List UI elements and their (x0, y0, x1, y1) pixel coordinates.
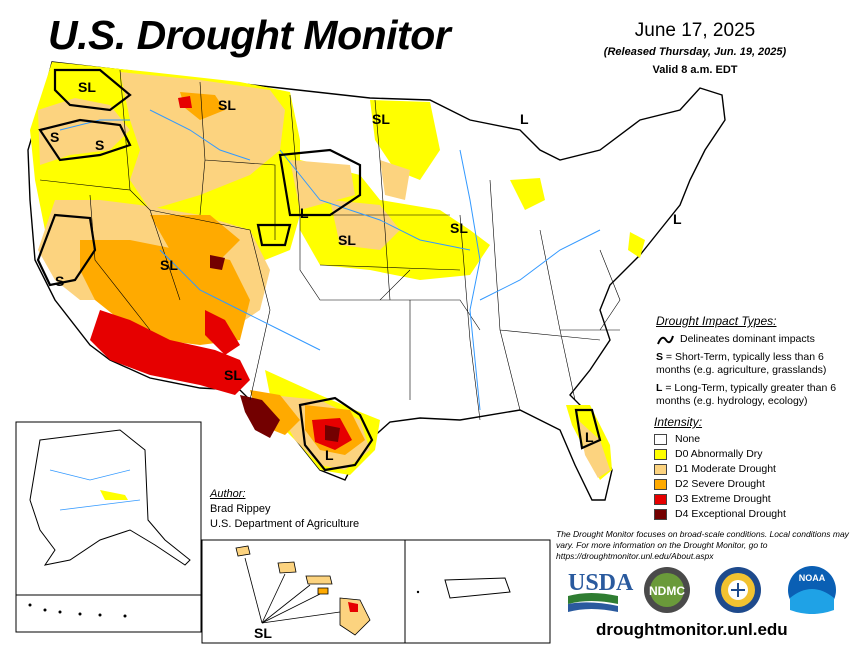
legend-label: D1 Moderate Drought (675, 463, 776, 475)
svg-text:NOAA: NOAA (799, 573, 826, 583)
label-l-fl: L (585, 429, 594, 445)
author-organization: U.S. Department of Agriculture (210, 518, 360, 530)
short-term-text: = Short-Term, typically less than 6 mont… (656, 351, 827, 376)
intensity-heading: Intensity: (654, 415, 703, 429)
impact-delineates-text: Delineates dominant impacts (680, 333, 815, 345)
legend-swatch-d2 (654, 478, 667, 490)
label-s-or1: S (50, 129, 59, 145)
rivers (59, 109, 601, 411)
legend-swatch-d0 (654, 448, 667, 460)
website-link[interactable]: droughtmonitor.unl.edu (596, 620, 788, 639)
d4-areas (210, 255, 340, 442)
legend-d1: D1 Moderate Drought (654, 462, 776, 476)
label-s-or2: S (95, 137, 104, 153)
svg-text:NDMC: NDMC (649, 584, 685, 598)
label-sl-nw: SL (78, 79, 96, 95)
long-term-key: L (656, 382, 663, 394)
release-date: (Released Thursday, Jun. 19, 2025) (603, 46, 787, 58)
label-sl-mn: SL (372, 111, 390, 127)
label-sl-nm: SL (224, 367, 242, 383)
label-sl-hi: SL (254, 625, 272, 641)
legend-swatch-none (654, 433, 667, 445)
author-name: Brad Rippey (210, 503, 271, 515)
label-sl-ne: SL (338, 232, 356, 248)
impact-line-icon (657, 335, 674, 345)
puerto-rico-inset-frame (404, 539, 551, 644)
impact-boundaries (36, 68, 602, 472)
legend-label: D0 Abnormally Dry (675, 448, 763, 460)
label-l-mi: L (520, 111, 529, 127)
valid-time: Valid 8 a.m. EDT (652, 64, 738, 76)
legend-swatch-d1 (654, 463, 667, 475)
svg-text:USDA: USDA (568, 570, 634, 596)
disclaimer-text: The Drought Monitor focuses on broad-sca… (556, 529, 849, 561)
impact-short-term: S = Short-Term, typically less than 6 mo… (656, 351, 851, 377)
legend-d3: D3 Extreme Drought (654, 492, 771, 506)
label-l-tx: L (325, 447, 334, 463)
legend-d0: D0 Abnormally Dry (654, 447, 763, 461)
legend-none: None (654, 432, 700, 446)
impact-types-heading: Drought Impact Types: (656, 314, 777, 328)
noaa-logo: NOAA (788, 566, 836, 614)
hawaii-inset-frame (201, 539, 406, 644)
state-boundaries (39, 69, 621, 421)
label-s-ca: S (55, 273, 64, 289)
legend-label: D3 Extreme Drought (675, 493, 771, 505)
legend-d2: D2 Severe Drought (654, 477, 765, 491)
short-term-key: S (656, 351, 664, 363)
hawaii-islands (235, 545, 371, 636)
d3-areas (90, 96, 352, 450)
label-sl-ia: SL (450, 220, 468, 236)
label-l-sd: L (300, 205, 309, 221)
label-l-east: L (673, 211, 682, 227)
legend-swatch-d4 (654, 508, 667, 520)
long-term-text: = Long-Term, typically greater than 6 mo… (656, 382, 837, 407)
ndmc-logo: NDMC (644, 567, 690, 613)
author-heading: Author: (210, 488, 246, 500)
legend-label: D2 Severe Drought (675, 478, 765, 490)
legend-label: D4 Exceptional Drought (675, 508, 786, 520)
map-date: June 17, 2025 (634, 20, 756, 41)
legend-d4: D4 Exceptional Drought (654, 507, 786, 521)
label-sl-sw: SL (160, 257, 178, 273)
label-sl-mt: SL (218, 97, 236, 113)
map-title: U.S. Drought Monitor (48, 12, 451, 58)
puerto-rico-outline (444, 577, 511, 599)
usda-logo: USDA (568, 570, 634, 612)
impact-long-term: L = Long-Term, typically greater than 6 … (656, 382, 851, 408)
legend-swatch-d3 (654, 493, 667, 505)
doc-seal-logo (715, 567, 761, 613)
legend-label: None (675, 433, 701, 445)
